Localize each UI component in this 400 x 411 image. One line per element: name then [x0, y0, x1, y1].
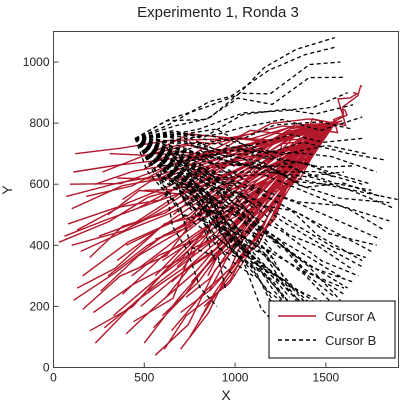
trajectory-line [134, 137, 354, 283]
y-tick-label: 1000 [23, 55, 50, 69]
trajectory-line [134, 137, 363, 262]
trajectory-line [134, 137, 298, 314]
plot-frame [53, 31, 399, 368]
trajectory-line [134, 137, 263, 268]
trajectory-line [190, 122, 336, 283]
y-tick-label: 0 [43, 361, 50, 375]
x-tick-label: 500 [134, 371, 154, 385]
trajectory-line [134, 138, 294, 307]
trajectory-line [134, 137, 281, 249]
x-tick-label: 1000 [222, 371, 249, 385]
trajectory-line [135, 128, 363, 148]
trajectory-line [134, 137, 247, 198]
trajectory-line [212, 122, 336, 262]
trajectory-line [135, 137, 396, 210]
trajectory-line [134, 138, 272, 259]
trajectory-line [185, 122, 336, 298]
trajectory-line [135, 92, 348, 140]
y-tick-label: 200 [29, 299, 49, 313]
trajectory-line [225, 122, 336, 231]
trajectory-line [329, 109, 348, 125]
trajectory-line [135, 61, 341, 140]
legend-label-cursor-b: Cursor B [325, 333, 376, 348]
trajectory-line [209, 122, 336, 292]
trajectory-line [135, 137, 377, 173]
series-layer [58, 36, 398, 356]
trajectory-line [134, 137, 345, 280]
trajectory-line [134, 46, 337, 140]
trajectory-line [134, 137, 272, 253]
trajectory-line [135, 116, 363, 142]
x-tick-label: 0 [50, 371, 57, 385]
trajectory-line [134, 137, 377, 246]
trajectory-line [134, 138, 280, 271]
y-axis-label: Y [0, 185, 15, 195]
trajectory-line [134, 138, 218, 307]
trajectory-line [134, 138, 300, 335]
trajectory-line [171, 122, 336, 283]
trajectory-line [135, 137, 381, 198]
y-tick-label: 600 [29, 177, 49, 191]
y-tick-label: 800 [29, 116, 49, 130]
trajectory-line [134, 137, 327, 304]
trajectory-line [134, 137, 345, 289]
trajectory-line [134, 137, 345, 177]
trajectory-line [134, 137, 309, 316]
series-cursor-b [134, 36, 398, 341]
trajectory-line [332, 84, 363, 124]
trajectory-line [271, 122, 336, 156]
trajectory-line [289, 117, 335, 140]
x-axis-label: X [221, 387, 231, 403]
chart-title: Experimento 1, Ronda 3 [137, 4, 299, 21]
trajectory-line [134, 138, 227, 292]
trajectory-line [109, 122, 336, 157]
trajectory-line [234, 122, 336, 216]
trajectory-line [134, 137, 349, 289]
trajectory-line [334, 91, 360, 127]
trajectory-line [134, 137, 236, 179]
trajectory-line [134, 137, 245, 262]
trajectory-line [134, 36, 336, 139]
x-tick-label: 1500 [313, 371, 340, 385]
trajectory-line [75, 122, 335, 155]
trajectory-line [135, 104, 354, 140]
y-tick-label: 400 [29, 238, 49, 252]
trajectory-line [135, 137, 372, 185]
trajectory-line [69, 122, 335, 185]
legend-label-cursor-a: Cursor A [325, 309, 376, 324]
legend: Cursor A Cursor B [268, 300, 396, 359]
trajectory-line [134, 137, 354, 271]
trajectory-line [154, 122, 336, 277]
trajectory-line [86, 122, 336, 198]
trajectory-line [135, 121, 354, 142]
axis-layer: 0 500 1000 1500 0 200 400 600 800 1000 [23, 55, 340, 384]
trajectory-line [134, 137, 326, 185]
legend-box [268, 300, 396, 359]
